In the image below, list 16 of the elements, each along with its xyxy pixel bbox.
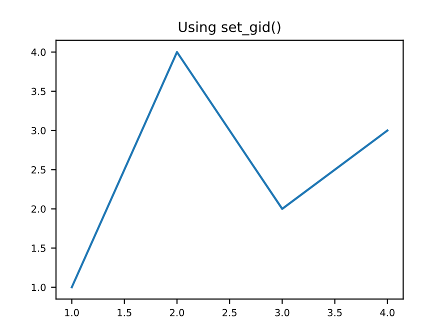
y-tick-label: 1.5	[32, 244, 46, 252]
y-tick-label: 2.0	[32, 205, 46, 213]
chart-title: Using set_gid()	[178, 21, 280, 36]
y-tick-label: 1.0	[32, 284, 46, 292]
y-tick-label: 2.5	[32, 166, 46, 174]
line-series	[70, 51, 388, 288]
y-tick-label: 4.0	[31, 48, 46, 56]
x-tick-label: 3.5	[328, 308, 342, 316]
x-tick-label: 2.5	[222, 308, 236, 316]
x-tick-label: 4.0	[380, 308, 395, 316]
x-tick-label: 2.0	[170, 308, 184, 316]
x-tick-label: 3.0	[275, 308, 290, 316]
y-tick-label: 3.0	[32, 126, 46, 134]
y-tick-label: 3.5	[32, 88, 46, 96]
x-tick-label: 1.5	[118, 309, 132, 316]
x-tick-label: 1.0	[65, 308, 79, 316]
